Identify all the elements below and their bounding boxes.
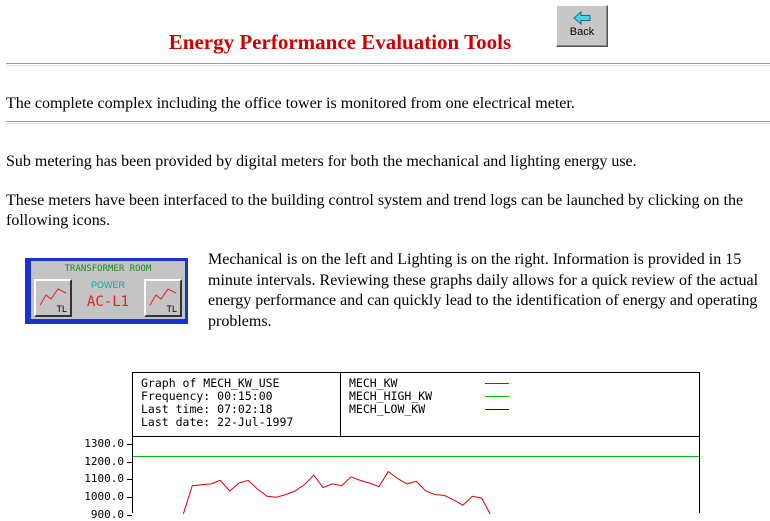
y-tick-mark xyxy=(127,444,132,445)
plot-area xyxy=(133,456,699,514)
y-tick-mark xyxy=(127,461,132,463)
graph-legend: MECH_KW MECH_HIGH_KW MECH_LOW_KW xyxy=(341,373,699,437)
y-tick-mark xyxy=(127,497,132,499)
y-tick-mark xyxy=(127,479,132,481)
mechanical-trend-log-button[interactable]: TL xyxy=(34,279,72,317)
back-arrow-icon xyxy=(573,11,591,25)
power-label: POWER xyxy=(90,280,125,290)
graph-info-line: Graph of MECH_KW_USE xyxy=(141,376,280,390)
legend-item: MECH_KW xyxy=(349,377,699,390)
trend-log-paragraph: These meters have been interfaced to the… xyxy=(6,192,744,229)
transformer-room-label: TRANSFORMER ROOM xyxy=(64,264,152,274)
graph-description: Mechanical is on the left and Lighting i… xyxy=(208,251,759,330)
back-button-label: Back xyxy=(569,26,595,38)
legend-swatch xyxy=(485,409,509,410)
legend-label: MECH_HIGH_KW xyxy=(349,389,433,403)
tl-label: TL xyxy=(166,304,177,314)
graph-info-line: Last date: 22-Jul-1997 xyxy=(141,415,294,429)
y-tick-label: 1000.0 xyxy=(84,490,124,504)
transformer-panel-face: TRANSFORMER ROOM POWER AC-L1 TL TL xyxy=(31,261,185,319)
legend-label: MECH_KW xyxy=(349,376,398,390)
y-tick-label: 1100.0 xyxy=(84,472,124,486)
legend-item: MECH_HIGH_KW xyxy=(349,390,699,403)
intro-paragraph: The complete complex including the offic… xyxy=(6,95,575,112)
series-line-mech-kw xyxy=(182,470,491,514)
legend-item: MECH_LOW_KW xyxy=(349,403,699,416)
y-tick-label: 900.0 xyxy=(90,507,124,521)
meter-label: AC-L1 xyxy=(86,294,130,310)
graph-info-line: Frequency: 00:15:00 xyxy=(141,389,273,403)
graph-info-box: Graph of MECH_KW_USE Frequency: 00:15:00… xyxy=(133,373,341,437)
transformer-room-panel: TRANSFORMER ROOM POWER AC-L1 TL TL xyxy=(25,258,188,324)
legend-swatch xyxy=(485,396,509,397)
divider xyxy=(6,121,770,123)
trend-graph: Graph of MECH_KW_USE Frequency: 00:15:00… xyxy=(132,372,700,514)
y-tick-mark xyxy=(127,514,132,516)
legend-label: MECH_LOW_KW xyxy=(349,402,426,416)
y-tick-label: 1300.0 xyxy=(84,437,124,450)
page-title: Energy Performance Evaluation Tools xyxy=(168,30,512,54)
lighting-trend-log-button[interactable]: TL xyxy=(144,279,182,317)
trend-graph-icon xyxy=(149,288,177,306)
back-button[interactable]: Back xyxy=(556,5,608,47)
legend-swatch xyxy=(485,383,509,384)
submetering-paragraph: Sub metering has been provided by digita… xyxy=(6,153,637,170)
trend-graph-icon xyxy=(39,288,67,306)
divider xyxy=(6,63,770,65)
y-tick-label: 1200.0 xyxy=(84,454,124,468)
tl-label: TL xyxy=(56,304,67,314)
graph-info-line: Last time: 07:02:18 xyxy=(141,402,273,416)
